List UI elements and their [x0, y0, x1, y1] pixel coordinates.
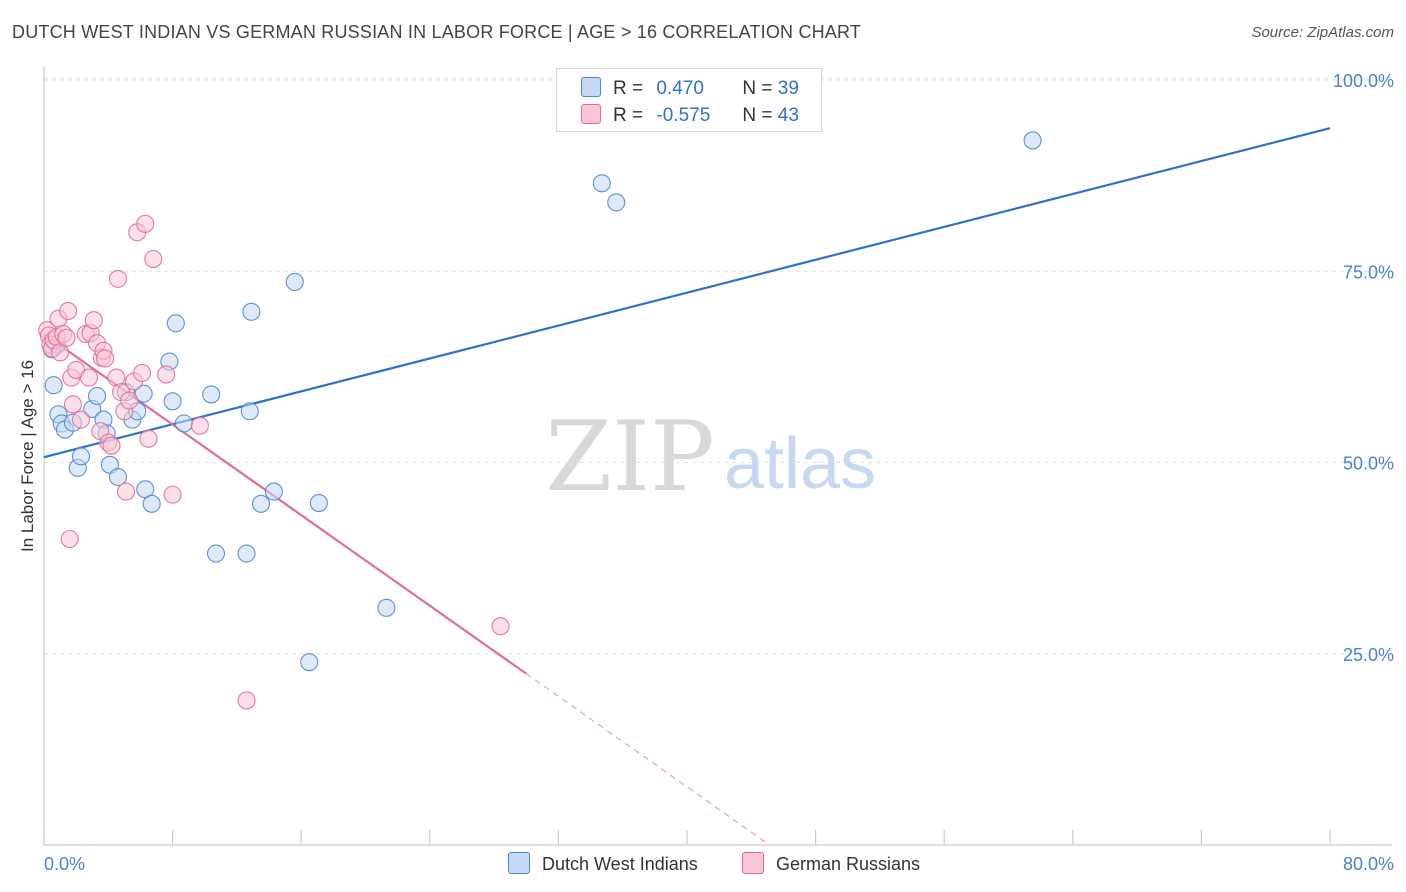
legend-r-value: -0.575 — [656, 105, 711, 126]
data-point-german-russian — [120, 391, 139, 410]
legend-r-value: 0.470 — [656, 78, 704, 99]
data-point-german-russian — [136, 214, 155, 233]
data-point-german-russian — [163, 485, 182, 504]
data-point-dutch-west-indian — [251, 494, 271, 513]
bottom-legend-swatch-blue — [508, 852, 530, 874]
bottom-legend-label: Dutch West Indians — [542, 854, 698, 874]
data-point-dutch-west-indian — [264, 482, 283, 501]
data-point-german-russian — [79, 368, 99, 387]
data-point-german-russian — [96, 349, 115, 368]
data-point-dutch-west-indian — [134, 384, 153, 403]
legend-n-value: 43 — [777, 105, 799, 126]
data-point-dutch-west-indian — [206, 544, 226, 563]
axes — [43, 66, 1392, 846]
chart-title: DUTCH WEST INDIAN VS GERMAN RUSSIAN IN L… — [12, 22, 862, 42]
data-point-dutch-west-indian — [300, 653, 319, 672]
data-point-german-russian — [491, 617, 510, 636]
x-tick-label-min: 0.0% — [44, 854, 85, 874]
legend-r-label: R = — [613, 105, 644, 126]
watermark-zip-text: ZIP — [545, 401, 714, 513]
trend-line-dutch-west-indians — [43, 127, 1331, 459]
y-tick-label: 100.0% — [1333, 71, 1394, 91]
data-point-dutch-west-indian — [309, 493, 328, 513]
data-point-german-russian — [71, 410, 91, 429]
watermark-atlas-text: atlas — [724, 424, 876, 504]
data-point-german-russian — [108, 269, 127, 288]
data-point-german-russian — [144, 249, 163, 269]
data-point-dutch-west-indian — [377, 598, 396, 617]
chart-source: Source: ZipAtlas.com — [1251, 24, 1394, 41]
data-point-german-russian — [190, 416, 209, 435]
data-point-dutch-west-indian — [285, 272, 304, 292]
data-point-dutch-west-indian — [592, 174, 611, 193]
data-point-dutch-west-indian — [242, 302, 261, 321]
data-point-dutch-west-indian — [166, 314, 185, 333]
legend-row-dutch-west-indians: R = 0.470 N = 39 — [581, 77, 799, 103]
data-point-german-russian — [63, 395, 82, 414]
data-point-german-russian — [116, 482, 136, 501]
data-point-dutch-west-indian — [202, 385, 221, 404]
legend-r-label: R = — [613, 78, 644, 99]
data-point-german-russian — [84, 311, 103, 330]
data-points — [38, 131, 1042, 710]
data-point-dutch-west-indian — [607, 193, 626, 212]
data-point-dutch-west-indian — [163, 392, 182, 411]
data-point-dutch-west-indian — [237, 544, 256, 563]
bottom-legend-swatch-pink — [742, 852, 764, 874]
legend-n-label: N = — [742, 105, 773, 126]
data-point-german-russian — [133, 363, 152, 383]
data-point-german-russian — [59, 301, 78, 321]
data-point-german-russian — [237, 691, 256, 710]
data-point-german-russian — [157, 365, 176, 384]
bottom-legend-german-russians: German Russians — [742, 852, 920, 875]
y-tick-label: 25.0% — [1343, 645, 1394, 665]
legend-n-label: N = — [742, 78, 773, 99]
data-point-dutch-west-indian — [1023, 131, 1042, 150]
data-point-german-russian — [139, 429, 158, 448]
data-point-dutch-west-indian — [71, 447, 91, 466]
data-point-dutch-west-indian — [44, 376, 63, 395]
x-tick-label-max: 80.0% — [1343, 854, 1394, 874]
legend-swatch-pink — [581, 104, 601, 124]
data-point-german-russian — [57, 328, 76, 347]
data-point-dutch-west-indian — [174, 414, 193, 433]
trend-line-german-russians-extrapolated — [525, 673, 768, 844]
data-point-dutch-west-indian — [240, 402, 259, 421]
legend-swatch-blue — [581, 77, 601, 97]
correlation-legend: R = 0.470 N = 39 R = -0.575 N = 43 — [556, 68, 822, 132]
bottom-legend-label: German Russians — [776, 854, 921, 874]
watermark: ZIP atlas — [545, 401, 876, 513]
data-point-german-russian — [102, 436, 121, 455]
data-point-dutch-west-indian — [108, 467, 127, 487]
data-point-dutch-west-indian — [87, 386, 107, 405]
legend-row-german-russians: R = -0.575 N = 43 — [581, 104, 799, 130]
y-tick-label: 75.0% — [1343, 262, 1394, 282]
legend-n-value: 39 — [777, 78, 799, 99]
data-point-german-russian — [60, 529, 79, 549]
bottom-legend-dutch-west-indians: Dutch West Indians — [508, 852, 698, 875]
tick-labels: 0.0% 80.0% 25.0% 50.0% 75.0% 100.0% — [44, 71, 1394, 874]
data-point-dutch-west-indian — [142, 494, 161, 513]
y-tick-label: 50.0% — [1343, 454, 1394, 474]
